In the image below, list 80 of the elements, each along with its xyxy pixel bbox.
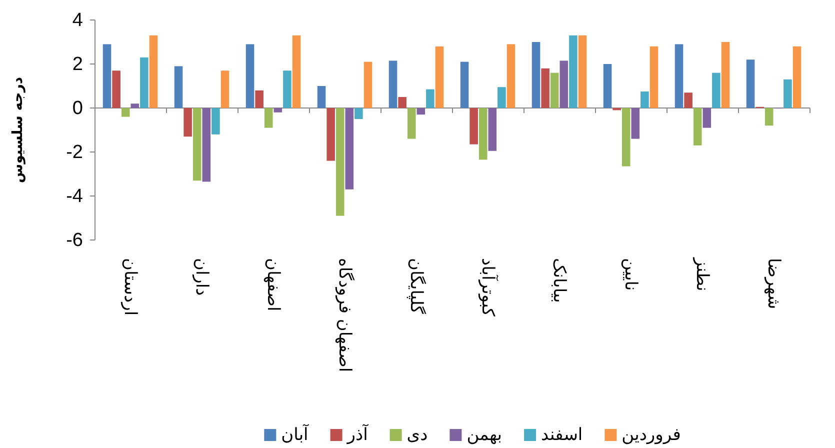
bar [640,92,649,108]
bar [569,35,578,108]
bar [317,86,326,108]
bar [693,108,702,146]
bar [192,108,202,181]
bar [140,57,148,108]
bar [721,42,730,108]
bar [674,44,684,108]
legend-label: دی [406,425,428,445]
bar [478,108,488,160]
y-tick-label: -4 [66,186,84,207]
bar [336,108,344,216]
bar [470,108,478,144]
bar [712,72,720,108]
bar [650,46,658,108]
bar [174,66,183,108]
y-tick-label: -2 [66,142,83,163]
bar [283,70,292,108]
legend-label: آبان [281,424,310,445]
y-tick-label: 2 [72,54,83,75]
bar [746,60,755,108]
bar [426,89,434,108]
legend-label: بهمن [466,425,502,445]
bar [354,108,363,119]
x-tick-label: اصفهان فرودگاه [334,258,356,372]
bar [416,108,426,115]
x-tick-label: نایین [620,258,640,291]
bar [388,60,398,108]
y-axis-title: درجه سلسیوس [10,76,26,184]
bar [603,64,612,108]
legend-label: اسفند [541,425,583,445]
x-tick-label: کبوترآباد [477,258,498,318]
x-tick-label: اردستان [120,258,140,316]
bar [364,62,372,108]
bar [622,108,630,166]
bar [212,108,220,134]
bar [202,108,211,182]
bar [407,108,416,139]
bar [684,92,692,108]
bar [578,35,587,108]
bar [326,108,335,161]
bar [435,46,444,108]
bar [264,108,273,128]
bar [130,104,140,108]
bar [631,108,640,139]
bar [784,79,792,108]
x-tick-label: نطنز [692,257,712,292]
bar [292,35,301,108]
bar [274,108,282,112]
bar [220,70,230,108]
bar [102,44,112,108]
bar [398,97,406,108]
x-tick-label: داران [191,258,212,296]
bar [112,70,120,108]
bar [702,108,712,128]
x-tick-label: گلپایگان [406,258,427,315]
legend-label: آذر [346,424,370,445]
bar [792,46,802,108]
bar [121,108,130,117]
bar [532,42,540,108]
bar [764,108,774,126]
bar [506,44,516,108]
legend-label: فروردین [622,425,681,445]
bar [149,35,158,108]
bar [541,68,550,108]
bar [498,87,506,108]
y-tick-label: 0 [72,98,83,119]
x-tick-label: بیابانک [548,258,569,303]
y-tick-label: -6 [66,230,83,251]
y-tick-label: 4 [72,10,84,31]
bar [345,108,354,190]
bar [488,108,497,151]
bar [560,60,568,108]
x-tick-label: شهرضا [763,258,784,310]
bar [460,62,469,108]
bar [550,72,559,108]
x-tick-label: اصفهان [262,258,283,312]
bar [184,108,192,137]
bar [246,44,254,108]
bar [255,90,264,108]
